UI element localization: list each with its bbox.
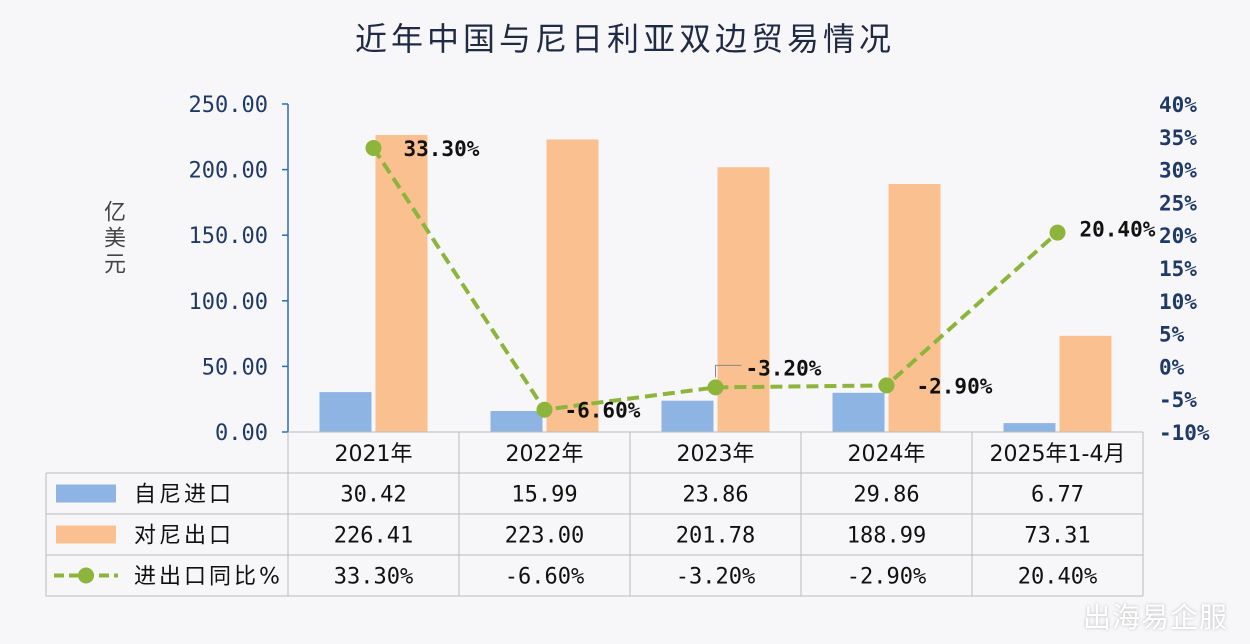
table-cell-value: -2.90%: [847, 565, 926, 590]
y-tick-label: 50.00: [202, 355, 268, 380]
y-axis-label: 亿美元: [100, 200, 125, 278]
table-cell-value: 226.41: [334, 524, 413, 549]
bar-export: [717, 167, 770, 432]
y2-tick-label: 40%: [1159, 93, 1197, 117]
table-cell-value: 73.31: [1024, 524, 1090, 549]
x-tick-label: 2024年: [848, 442, 926, 467]
x-tick-label: 2023年: [677, 442, 755, 467]
table-cell-value: -3.20%: [676, 565, 755, 590]
table-cell-value: -6.60%: [505, 565, 584, 590]
bar-export: [375, 134, 428, 432]
table-cell-value: 6.77: [1031, 483, 1084, 508]
bar-import: [832, 392, 885, 432]
legend-label: 对尼出口: [134, 524, 234, 549]
legend-swatch: [56, 484, 116, 503]
yoy-data-label: 20.40%: [1080, 218, 1156, 242]
yoy-line: [371, 146, 1059, 412]
yoy-point: [707, 379, 724, 396]
y-tick-label: 150.00: [189, 224, 268, 249]
yoy-point: [536, 401, 553, 418]
x-tick-label: 2025年1-4月: [990, 442, 1126, 467]
y-tick-label: 250.00: [189, 93, 268, 118]
bar-import: [661, 400, 714, 432]
table-cell-value: 29.86: [853, 483, 919, 508]
y2-tick-label: 10%: [1159, 290, 1197, 314]
legend-swatch-marker: [78, 567, 94, 584]
table-cell-value: 201.78: [676, 524, 755, 549]
yoy-point: [878, 377, 895, 394]
y-tick-label: 0.00: [215, 421, 268, 446]
bar-import: [319, 392, 372, 432]
y2-tick-label: 0%: [1159, 355, 1185, 379]
y2-tick-label: 35%: [1159, 126, 1197, 150]
yoy-data-label: -3.20%: [746, 356, 822, 380]
y2-tick-label: -5%: [1159, 388, 1197, 412]
legend-swatch: [56, 525, 116, 544]
chart-title: 近年中国与尼日利亚双边贸易情况: [354, 20, 895, 58]
y-tick-label: 200.00: [189, 159, 268, 184]
y2-tick-label: 25%: [1159, 191, 1197, 215]
table-cell-value: 20.40%: [1018, 565, 1097, 590]
table-cell-value: 188.99: [847, 524, 926, 549]
y2-tick-label: 20%: [1159, 224, 1197, 248]
bar-import: [490, 411, 543, 432]
table-cell-value: 223.00: [505, 524, 584, 549]
y-tick-label: 100.00: [189, 290, 268, 315]
y2-tick-label: 15%: [1159, 257, 1197, 281]
bar-export: [888, 184, 941, 432]
y2-tick-label: 30%: [1159, 159, 1197, 183]
table-cell-value: 33.30%: [334, 565, 413, 590]
bar-export: [1059, 335, 1112, 432]
y2-tick-label: -10%: [1159, 421, 1210, 445]
label-leader-line: [715, 364, 742, 378]
yoy-data-label: -6.60%: [565, 399, 641, 423]
bar-export: [546, 139, 599, 432]
legend-label: 自尼进口: [134, 483, 234, 508]
x-tick-label: 2022年: [506, 442, 584, 467]
yoy-data-label: -2.90%: [917, 374, 993, 398]
yoy-data-label: 33.30%: [404, 137, 480, 161]
bar-import: [1003, 423, 1056, 432]
x-tick-label: 2021年: [335, 442, 413, 467]
table-cell-value: 15.99: [511, 483, 577, 508]
y2-tick-label: 5%: [1159, 323, 1185, 347]
legend-label: 进出口同比%: [134, 565, 283, 590]
watermark: 出海易企服: [1082, 601, 1228, 634]
table-cell-value: 30.42: [340, 483, 406, 508]
yoy-point: [1049, 224, 1066, 241]
table-cell-value: 23.86: [682, 483, 748, 508]
yoy-point: [365, 139, 382, 156]
